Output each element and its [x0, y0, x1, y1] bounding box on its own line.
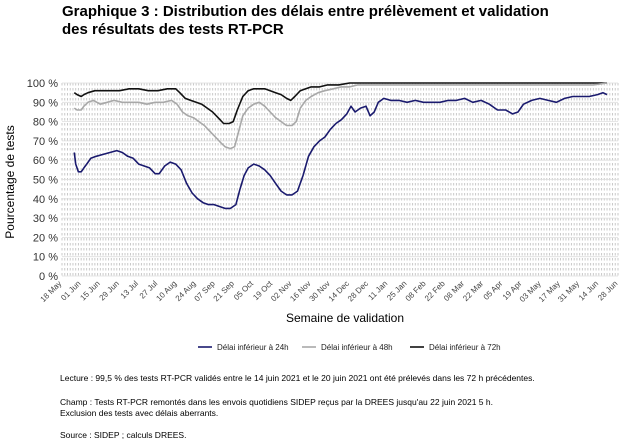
series-line [73, 91, 608, 210]
legend-label: Délai inférieur à 48h [321, 343, 393, 352]
chart-title-line-1: Graphique 3 : Distribution des délais en… [62, 3, 549, 20]
x-axis-label: Semaine de validation [286, 311, 404, 325]
note-lecture: Lecture : 99,5 % des tests RT-PCR validé… [60, 373, 535, 383]
legend-label: Délai inférieur à 24h [217, 343, 289, 352]
y-tick-label: 70 % [33, 136, 58, 148]
series-line [73, 82, 608, 150]
x-tick-label: 13 Jul [119, 279, 141, 301]
x-tick-label: 05 Apr [482, 279, 505, 302]
x-tick-label: 31 May [556, 279, 581, 304]
y-tick-label: 10 % [33, 252, 58, 264]
x-tick-label: 29 Jun [98, 279, 121, 302]
y-tick-label: 50 % [33, 175, 58, 187]
y-tick-label: 80 % [33, 117, 58, 129]
y-axis-label: Pourcentage de tests [3, 125, 17, 238]
x-tick-label: 05 Oct [232, 279, 256, 303]
x-tick-label: 28 Jun [596, 279, 619, 302]
y-tick-label: 0 % [39, 271, 58, 283]
y-tick-label: 60 % [33, 155, 58, 167]
y-tick-label: 30 % [33, 213, 58, 225]
note-champ-line-2: Exclusion des tests avec délais aberrant… [60, 408, 219, 418]
legend: Délai inférieur à 24h Délai inférieur à 4… [198, 343, 501, 352]
y-tick-label: 40 % [33, 194, 58, 206]
chart-grid [61, 82, 619, 277]
x-tick-label: 22 Mar [461, 279, 485, 303]
y-tick-label: 90 % [33, 97, 58, 109]
x-tick-label: 14 Jun [577, 279, 600, 302]
chart-series [73, 82, 608, 210]
y-tick-label: 100 % [27, 78, 58, 90]
x-tick-label: 01 Jun [59, 279, 82, 302]
x-tick-label: 28 Dec [346, 279, 370, 303]
x-tick-label: 10 Aug [154, 279, 178, 303]
y-tick-label: 20 % [33, 232, 58, 244]
note-champ: Champ : Tests RT-PCR remontés dans les e… [60, 397, 493, 419]
y-axis: 0 % 10 % 20 % 30 % 40 % 50 % 60 % 70 % 80 % 90 % 1… [27, 78, 58, 283]
note-source: Source : SIDEP ; calculs DREES. [60, 430, 187, 440]
chart-title: Graphique 3 : Distribution des délais en… [62, 3, 622, 39]
chart-title-line-2: des résultats des tests RT-PCR [62, 21, 284, 38]
x-tick-label: 11 Jan [366, 279, 389, 302]
series-line [73, 82, 607, 125]
x-tick-label: 21 Sep [212, 279, 237, 304]
note-champ-line-1: Champ : Tests RT-PCR remontés dans les e… [60, 397, 493, 407]
legend-label: Délai inférieur à 72h [429, 343, 501, 352]
x-tick-label: 15 Jun [78, 279, 101, 302]
